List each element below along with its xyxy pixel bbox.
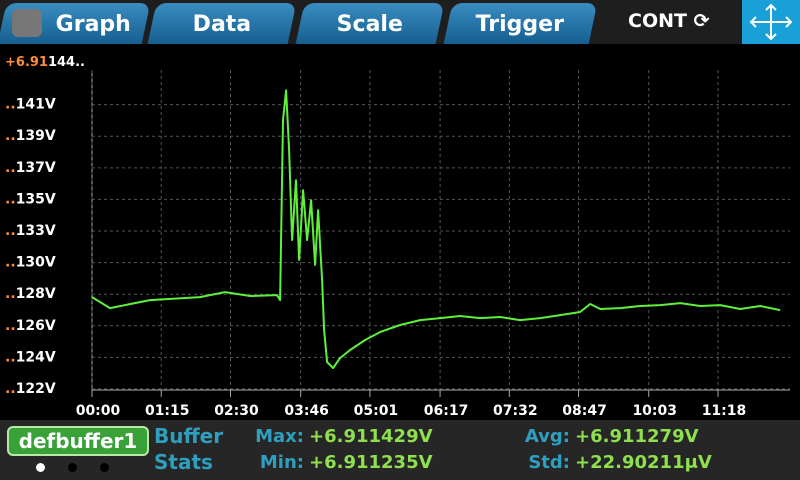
- x-tick-label: 02:30: [214, 403, 259, 419]
- page-dot: [68, 463, 77, 472]
- stat-label: Std:: [528, 452, 570, 473]
- mode-button[interactable]: CONT ⟳: [628, 10, 710, 32]
- label-value: 128V: [16, 286, 56, 302]
- stat-label: Avg:: [524, 426, 570, 447]
- tab-label[interactable]: Trigger: [476, 12, 565, 37]
- label-value: 126V: [16, 318, 56, 334]
- x-tick-label: 08:47: [562, 403, 607, 419]
- icon-graphic: [749, 3, 793, 41]
- y-tick-label: ..139V: [5, 128, 56, 144]
- x-tick-label: 07:32: [493, 403, 538, 419]
- data-line: [91, 89, 781, 369]
- label-value: 122V: [16, 381, 56, 397]
- label-dots: ..: [5, 128, 16, 144]
- label-dots: ..: [5, 381, 16, 397]
- label-dots: ..: [5, 255, 16, 271]
- axis-prefix: +6.91144..: [5, 55, 85, 70]
- tab-label[interactable]: Scale: [336, 12, 403, 37]
- page-dot: [100, 463, 109, 472]
- y-tick-label: ..126V: [5, 318, 56, 334]
- x-tick-label: 11:18: [702, 403, 747, 419]
- x-tick-label: 00:00: [76, 403, 121, 419]
- y-tick-label: ..130V: [5, 255, 56, 271]
- stat-value: +22.90211μV: [575, 452, 712, 473]
- x-tick-label: 06:17: [424, 403, 469, 419]
- y-tick-label: ..122V: [5, 381, 56, 397]
- label-dots: ..: [5, 223, 16, 239]
- y-tick-label: ..137V: [5, 160, 56, 176]
- stat-value: +6.911235V: [309, 452, 433, 473]
- stat-label: Max:: [255, 426, 304, 447]
- label-value: 141V: [16, 97, 56, 113]
- x-tick-label: 10:03: [632, 403, 677, 419]
- tab-label[interactable]: Data: [192, 12, 251, 37]
- top-bar: Graph Data Scale Trigger CONT ⟳: [0, 0, 800, 44]
- buffer-button[interactable]: defbuffer1: [7, 426, 149, 456]
- y-tick-label: ..128V: [5, 286, 56, 302]
- stat-value: +6.911279V: [575, 426, 699, 447]
- tab[interactable]: Trigger: [443, 3, 598, 44]
- chart: +6.91144.. ..122V..124V..126V..128V..130…: [5, 55, 790, 419]
- label-value: 135V: [16, 191, 56, 207]
- label-value: 130V: [16, 255, 56, 271]
- panel-title: Stats: [154, 450, 213, 474]
- x-tick-label: 01:15: [145, 403, 190, 419]
- page-dot: [36, 463, 45, 472]
- tab[interactable]: Scale: [295, 3, 445, 44]
- label-dots: ..: [5, 97, 16, 113]
- label-dots: ..: [5, 349, 16, 365]
- label-dots: ..: [5, 318, 16, 334]
- label-dots: ..: [5, 160, 16, 176]
- tab[interactable]: Data: [147, 3, 297, 44]
- mode-label[interactable]: CONT: [628, 10, 687, 32]
- panel-title: Buffer: [154, 424, 224, 448]
- x-tick-label: 03:46: [284, 403, 329, 419]
- stat-value: +6.911429V: [309, 426, 433, 447]
- label-dots: ..: [5, 286, 16, 302]
- y-tick-label: ..133V: [5, 223, 56, 239]
- stat-label: Min:: [259, 452, 304, 473]
- label-dots: ..: [5, 191, 16, 207]
- scale-icon[interactable]: [742, 0, 800, 44]
- label-value: 139V: [16, 128, 56, 144]
- label-value: 124V: [16, 349, 56, 365]
- label-value: 137V: [16, 160, 56, 176]
- prefix-lead: +6.91: [5, 55, 48, 70]
- prefix-rest: 144..: [48, 55, 85, 70]
- y-tick-label: ..135V: [5, 191, 56, 207]
- tab-label[interactable]: Graph: [56, 12, 132, 37]
- x-tick-label: 05:01: [354, 403, 399, 419]
- label-value: 133V: [16, 223, 56, 239]
- menu-button[interactable]: [12, 9, 42, 37]
- stats-panel: defbuffer1 Buffer Stats Max: +6.911429V …: [0, 420, 800, 480]
- y-tick-label: ..124V: [5, 349, 56, 365]
- y-tick-label: ..141V: [5, 97, 56, 113]
